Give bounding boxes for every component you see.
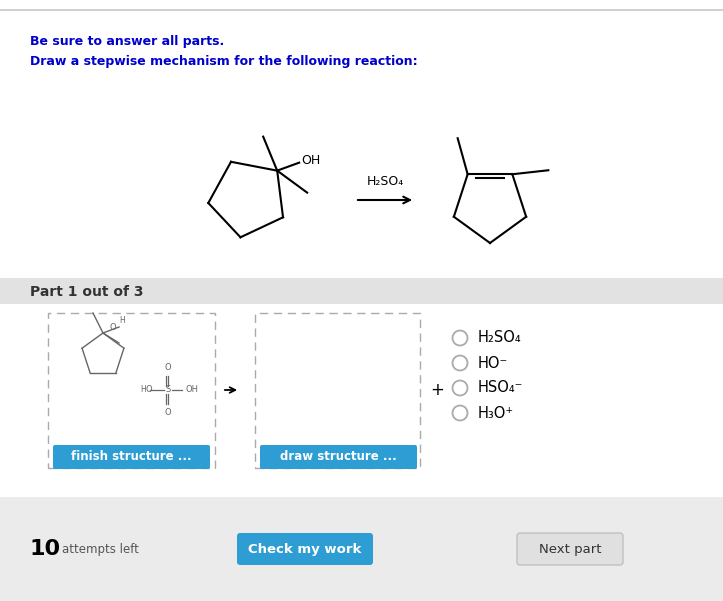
Text: O: O <box>109 323 116 332</box>
FancyBboxPatch shape <box>53 445 210 469</box>
Text: H₂SO₄: H₂SO₄ <box>367 175 403 188</box>
Text: finish structure ...: finish structure ... <box>71 451 192 463</box>
Text: Next part: Next part <box>539 543 602 555</box>
Text: HO⁻: HO⁻ <box>478 356 508 370</box>
Text: attempts left: attempts left <box>62 543 139 555</box>
Text: H₃O⁺: H₃O⁺ <box>478 406 514 421</box>
Text: 10: 10 <box>30 539 61 559</box>
Text: OH: OH <box>185 385 198 394</box>
Text: H₂SO₄: H₂SO₄ <box>478 331 521 346</box>
Text: O: O <box>165 408 171 417</box>
Bar <box>0 497 723 601</box>
Text: Draw a stepwise mechanism for the following reaction:: Draw a stepwise mechanism for the follow… <box>30 55 418 68</box>
Text: Check my work: Check my work <box>248 543 362 555</box>
Text: H: H <box>119 316 125 325</box>
Text: S: S <box>166 385 171 394</box>
Text: Be sure to answer all parts.: Be sure to answer all parts. <box>30 35 224 48</box>
Text: +: + <box>430 381 444 399</box>
FancyBboxPatch shape <box>517 533 623 565</box>
Text: HSO₄⁻: HSO₄⁻ <box>478 380 523 395</box>
Text: O: O <box>145 385 152 394</box>
Text: O: O <box>165 363 171 372</box>
FancyBboxPatch shape <box>237 533 373 565</box>
Text: H: H <box>140 385 146 394</box>
Text: OH: OH <box>301 154 320 167</box>
FancyBboxPatch shape <box>48 313 215 468</box>
Text: draw structure ...: draw structure ... <box>280 451 397 463</box>
Bar <box>0 278 723 304</box>
FancyBboxPatch shape <box>260 445 417 469</box>
Text: Part 1 out of 3: Part 1 out of 3 <box>30 285 143 299</box>
FancyBboxPatch shape <box>255 313 420 468</box>
